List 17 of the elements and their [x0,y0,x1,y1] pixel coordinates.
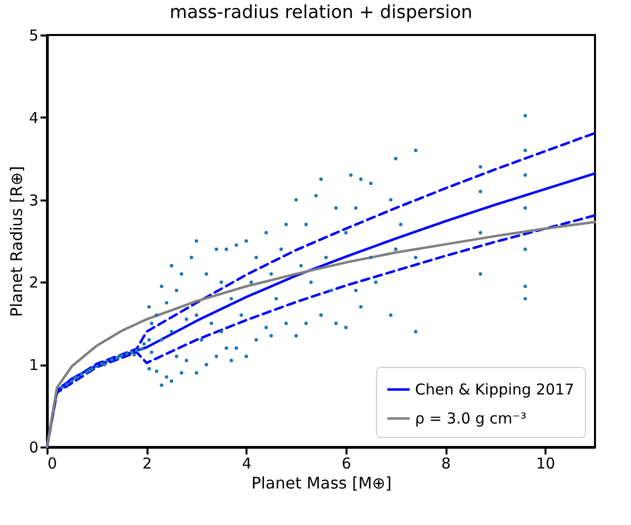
y-tick-label: 1 [28,356,38,374]
x-tick-label: 6 [342,454,352,472]
y-tick-label: 0 [28,438,38,456]
chart-title: mass-radius relation + dispersion [170,2,472,23]
legend-label: Chen & Kipping 2017 [415,380,574,398]
x-tick-label: 0 [48,454,58,472]
y-tick-label: 3 [28,191,38,210]
x-axis-title: Planet Mass [M⊕] [251,474,392,492]
y-tick-label: 5 [28,26,38,44]
y-tick-label: 2 [28,274,38,292]
x-tick-label: 10 [536,454,556,472]
x-tick-label: 8 [441,454,451,472]
x-tick-label: 4 [242,454,252,472]
x-tick-label: 2 [142,454,152,472]
y-axis-title: Planet Radius [R⊕] [6,166,26,317]
y-tick-label: 4 [28,108,38,127]
legend-label: ρ = 3.0 g cm⁻³ [415,410,526,428]
